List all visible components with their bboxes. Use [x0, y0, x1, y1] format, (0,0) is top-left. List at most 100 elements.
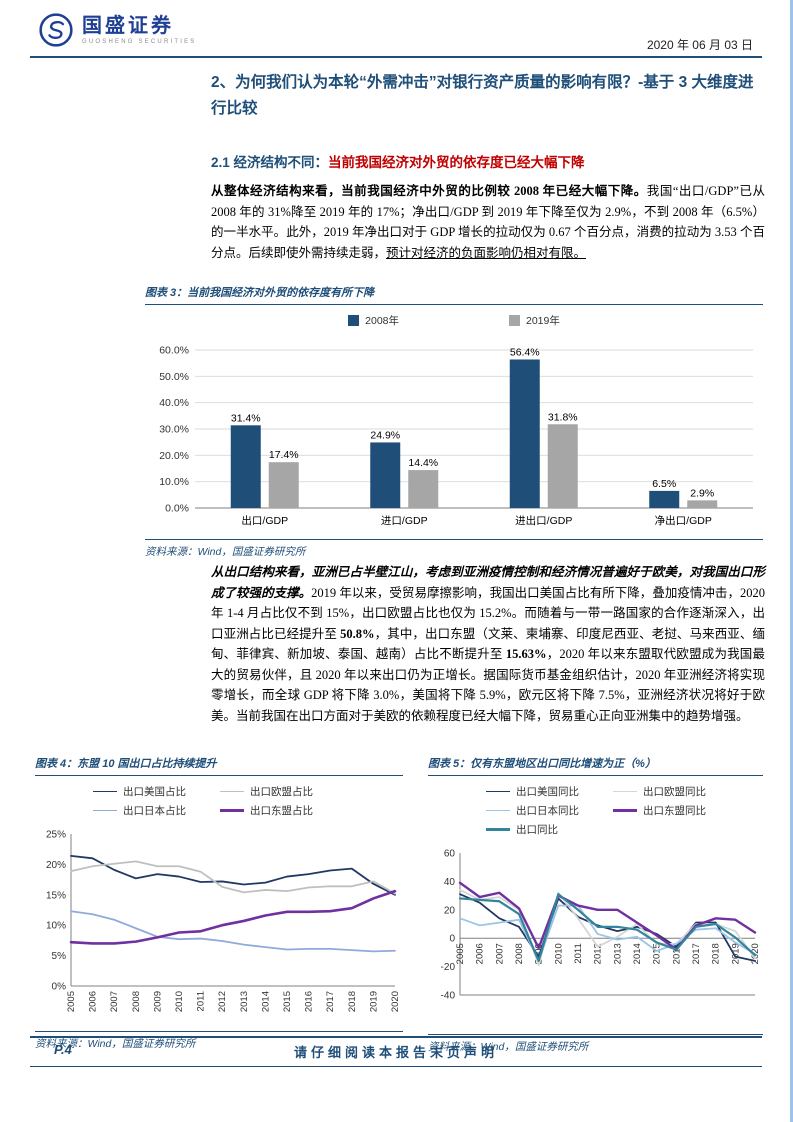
- legend-label: 出口日本同比: [516, 805, 579, 817]
- svg-text:0%: 0%: [52, 982, 67, 993]
- figure-3-plot: 0.0% 10.0% 20.0% 30.0% 40.0% 50.0% 60.0% 31.4% 1…: [159, 345, 753, 527]
- svg-text:2019: 2019: [368, 991, 379, 1012]
- legend-item: 出口日本同比: [486, 803, 579, 818]
- legend-item: 2019年: [509, 313, 560, 328]
- svg-text:17.4%: 17.4%: [269, 449, 299, 461]
- legend-item: 出口日本占比: [93, 803, 186, 818]
- svg-text:31.4%: 31.4%: [231, 412, 261, 424]
- svg-text:14.4%: 14.4%: [408, 457, 438, 469]
- report-date: 2020 年 06 月 03 日: [646, 38, 753, 52]
- svg-text:31.8%: 31.8%: [548, 411, 578, 423]
- svg-text:-20: -20: [441, 962, 456, 973]
- legend-label: 出口同比: [516, 824, 558, 836]
- legend-item: 出口美国同比: [486, 784, 579, 799]
- svg-text:5%: 5%: [52, 951, 67, 962]
- svg-text:2010: 2010: [553, 943, 564, 964]
- svg-text:20.0%: 20.0%: [159, 450, 189, 462]
- figure-5-legend: 出口美国同比 出口欧盟同比出口日本同比 出口东盟同比出口同比: [428, 782, 763, 845]
- footer-disclaimer: 请仔细阅读本报告末页声明: [293, 1045, 498, 1060]
- figure-4: 图表 4：东盟 10 国出口占比持续提升 出口美国占比 出口欧盟占比 出口日本占比出…: [35, 755, 403, 1051]
- svg-text:2012: 2012: [593, 943, 604, 964]
- svg-text:2016: 2016: [671, 943, 682, 964]
- svg-text:10.0%: 10.0%: [159, 476, 189, 488]
- svg-text:2011: 2011: [196, 991, 207, 1011]
- figure-3: 图表 3：当前我国经济对外贸的依存度有所下降 2008年 2019年 0.0% 10…: [145, 284, 763, 559]
- header-divider: [30, 56, 762, 58]
- svg-text:2008: 2008: [131, 991, 142, 1012]
- legend-label: 2019年: [526, 315, 560, 327]
- legend-swatch: [613, 790, 637, 793]
- figure-3-source: 资料来源：Wind，国盛证券研究所: [145, 539, 763, 559]
- svg-text:2007: 2007: [494, 943, 505, 964]
- page-number: P.4: [54, 1042, 72, 1057]
- svg-text:2018: 2018: [347, 991, 358, 1012]
- svg-text:2018: 2018: [711, 943, 722, 964]
- legend-swatch: [486, 809, 510, 812]
- legend-item: 出口欧盟同比: [613, 784, 706, 799]
- svg-text:6.5%: 6.5%: [652, 478, 676, 490]
- paragraph-1: 从整体经济结构来看，当前我国经济中外贸的比例较 2008 年已经大幅下降。我国“…: [211, 181, 765, 263]
- svg-text:-40: -40: [441, 991, 456, 1002]
- footer-divider-bottom: [30, 1066, 762, 1067]
- svg-text:20%: 20%: [46, 860, 66, 871]
- page-title: 2、为何我们认为本轮“外需冲击”对银行资产质量的影响有限？-基于 3 大维度进行…: [211, 74, 754, 118]
- legend-swatch: [509, 315, 520, 326]
- legend-label: 出口欧盟同比: [643, 786, 706, 798]
- figure-5-caption: 图表 5：仅有东盟地区出口同比增速为正（%）: [428, 755, 763, 776]
- svg-text:0.0%: 0.0%: [165, 503, 189, 515]
- svg-text:2006: 2006: [88, 991, 99, 1012]
- brand-logo: 国盛证券 GUOSHENG SECURITIES: [38, 12, 196, 48]
- svg-text:2011: 2011: [573, 943, 584, 963]
- svg-text:2014: 2014: [632, 943, 643, 964]
- legend-swatch: [486, 828, 510, 831]
- svg-text:40: 40: [444, 877, 456, 888]
- svg-text:净出口/GDP: 净出口/GDP: [655, 514, 712, 527]
- svg-text:30.0%: 30.0%: [159, 424, 189, 436]
- legend-swatch: [348, 315, 360, 326]
- text-segment: 我国“出口/GDP”已从 2008 年的 31%降至 2019 年的 17%；净…: [211, 184, 765, 260]
- svg-text:2019: 2019: [730, 943, 741, 964]
- legend-item: 出口同比: [486, 822, 579, 837]
- figure-5-source: 资料来源：Wind，国盛证券研究所: [428, 1034, 763, 1054]
- svg-text:2010: 2010: [174, 991, 185, 1012]
- section-number: 2.1 经济结构不同：: [211, 155, 329, 170]
- legend-label: 出口东盟同比: [643, 805, 706, 817]
- brand-name-en: GUOSHENG SECURITIES: [82, 39, 197, 45]
- svg-text:2016: 2016: [304, 991, 315, 1012]
- legend-swatch: [220, 809, 244, 812]
- figure-4-plot: 0% 5% 10% 15% 20% 25% 2005 2006 2007 2008 2009 2010…: [46, 830, 401, 1013]
- figure-3-caption: 图表 3：当前我国经济对外贸的依存度有所下降: [145, 284, 763, 305]
- svg-text:2.9%: 2.9%: [690, 487, 714, 499]
- text-segment: 2019 年以来，受贸易摩擦影响，我国出口美国占比有所下降，叠加疫情冲击，202…: [211, 585, 765, 641]
- svg-text:2020: 2020: [390, 991, 401, 1012]
- figure-5: 图表 5：仅有东盟地区出口同比增速为正（%） 出口美国同比 出口欧盟同比出口日本同…: [428, 755, 763, 1054]
- svg-text:2012: 2012: [217, 991, 228, 1012]
- svg-text:2017: 2017: [691, 943, 702, 964]
- svg-text:2013: 2013: [239, 991, 250, 1012]
- legend-label: 出口欧盟占比: [250, 786, 313, 798]
- text-segment: 15.63%: [505, 647, 547, 661]
- legend-label: 出口美国占比: [123, 786, 186, 798]
- text-segment: 从整体经济结构来看，当前我国经济中外贸的比例较 2008 年已经大幅下降。: [211, 184, 647, 198]
- legend-label: 2008年: [365, 315, 399, 327]
- text-segment: 从出口结构来看，亚洲已占半壁江山，考虑到亚洲疫情控制和经济情况普遍好于欧美，对我…: [211, 565, 765, 600]
- legend-swatch: [613, 809, 637, 812]
- svg-text:24.9%: 24.9%: [370, 429, 400, 441]
- svg-text:2006: 2006: [475, 943, 486, 964]
- brand-text: 国盛证券 GUOSHENG SECURITIES: [82, 15, 196, 45]
- legend-item: 出口东盟同比: [613, 803, 706, 818]
- svg-text:2008: 2008: [514, 943, 525, 964]
- figure-4-legend: 出口美国占比 出口欧盟占比出口日本占比 出口东盟占比: [35, 782, 403, 826]
- legend-label: 出口东盟占比: [250, 805, 313, 817]
- text-segment: 50.8%: [340, 626, 375, 641]
- figure-5-chart: 出口美国同比 出口欧盟同比 出口日本同比 出口东盟同比 出口同比 -40 -20 0 20 40…: [428, 782, 763, 1030]
- page-right-border: [790, 0, 793, 1122]
- svg-text:出口/GDP: 出口/GDP: [241, 514, 288, 527]
- legend-label: 出口美国同比: [516, 786, 579, 798]
- svg-text:2005: 2005: [66, 991, 77, 1012]
- text-segment: 预计对经济的负面影响仍相对有限。: [386, 245, 587, 260]
- figure-3-chart: 2008年 2019年 0.0% 10.0% 20.0% 30.0% 40.0% 50.0%…: [145, 311, 763, 535]
- svg-text:15%: 15%: [46, 890, 66, 901]
